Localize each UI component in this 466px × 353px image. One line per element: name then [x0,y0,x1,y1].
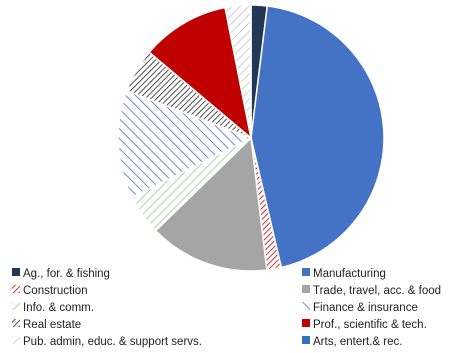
legend-item: Trade, travel, acc. & food [302,285,441,297]
legend-swatch [302,302,310,310]
legend-item: Manufacturing [302,268,386,280]
legend-swatch [302,319,310,327]
pie-slice-4 [154,136,268,272]
legend-item: Prof., scientific & tech. [302,319,427,331]
legend-item: Ag., for. & fishing [12,268,110,280]
legend-swatch [12,336,20,344]
legend-swatch [302,285,310,293]
legend-label: Prof., scientific & tech. [313,319,427,331]
pie-slice-8 [148,6,253,140]
legend-swatch [12,268,20,276]
legend-label: Info. & comm. [23,302,94,314]
pie-slice-9 [224,4,252,139]
legend-swatch [12,302,20,310]
legend-swatch [12,285,20,293]
legend-item: Finance & insurance [302,302,418,314]
legend-item: Construction [12,285,88,297]
legend-label: Real estate [23,319,81,331]
legend-swatch [12,319,20,327]
legend-label: Trade, travel, acc. & food [313,285,441,297]
legend-item: Arts, entert.& rec. [302,336,402,348]
legend-swatch [302,336,310,344]
legend-label: Finance & insurance [313,302,418,314]
legend-label: Manufacturing [313,268,386,280]
legend-item: Pub. admin, educ. & support servs. [12,336,202,348]
pie-slice-6 [117,89,253,199]
legend-label: Ag., for. & fishing [23,268,110,280]
legend-item: Info. & comm. [12,302,94,314]
legend: Ag., for. & fishing Manufacturing Construc… [12,268,441,348]
legend-label: Pub. admin, educ. & support servs. [23,336,202,348]
legend-item: Real estate [12,319,81,331]
legend-label: Construction [23,285,88,297]
legend-swatch [302,268,310,276]
legend-label: Arts, entert.& rec. [313,336,402,348]
pie-slices [117,4,385,272]
pie-slice-2 [250,5,385,269]
